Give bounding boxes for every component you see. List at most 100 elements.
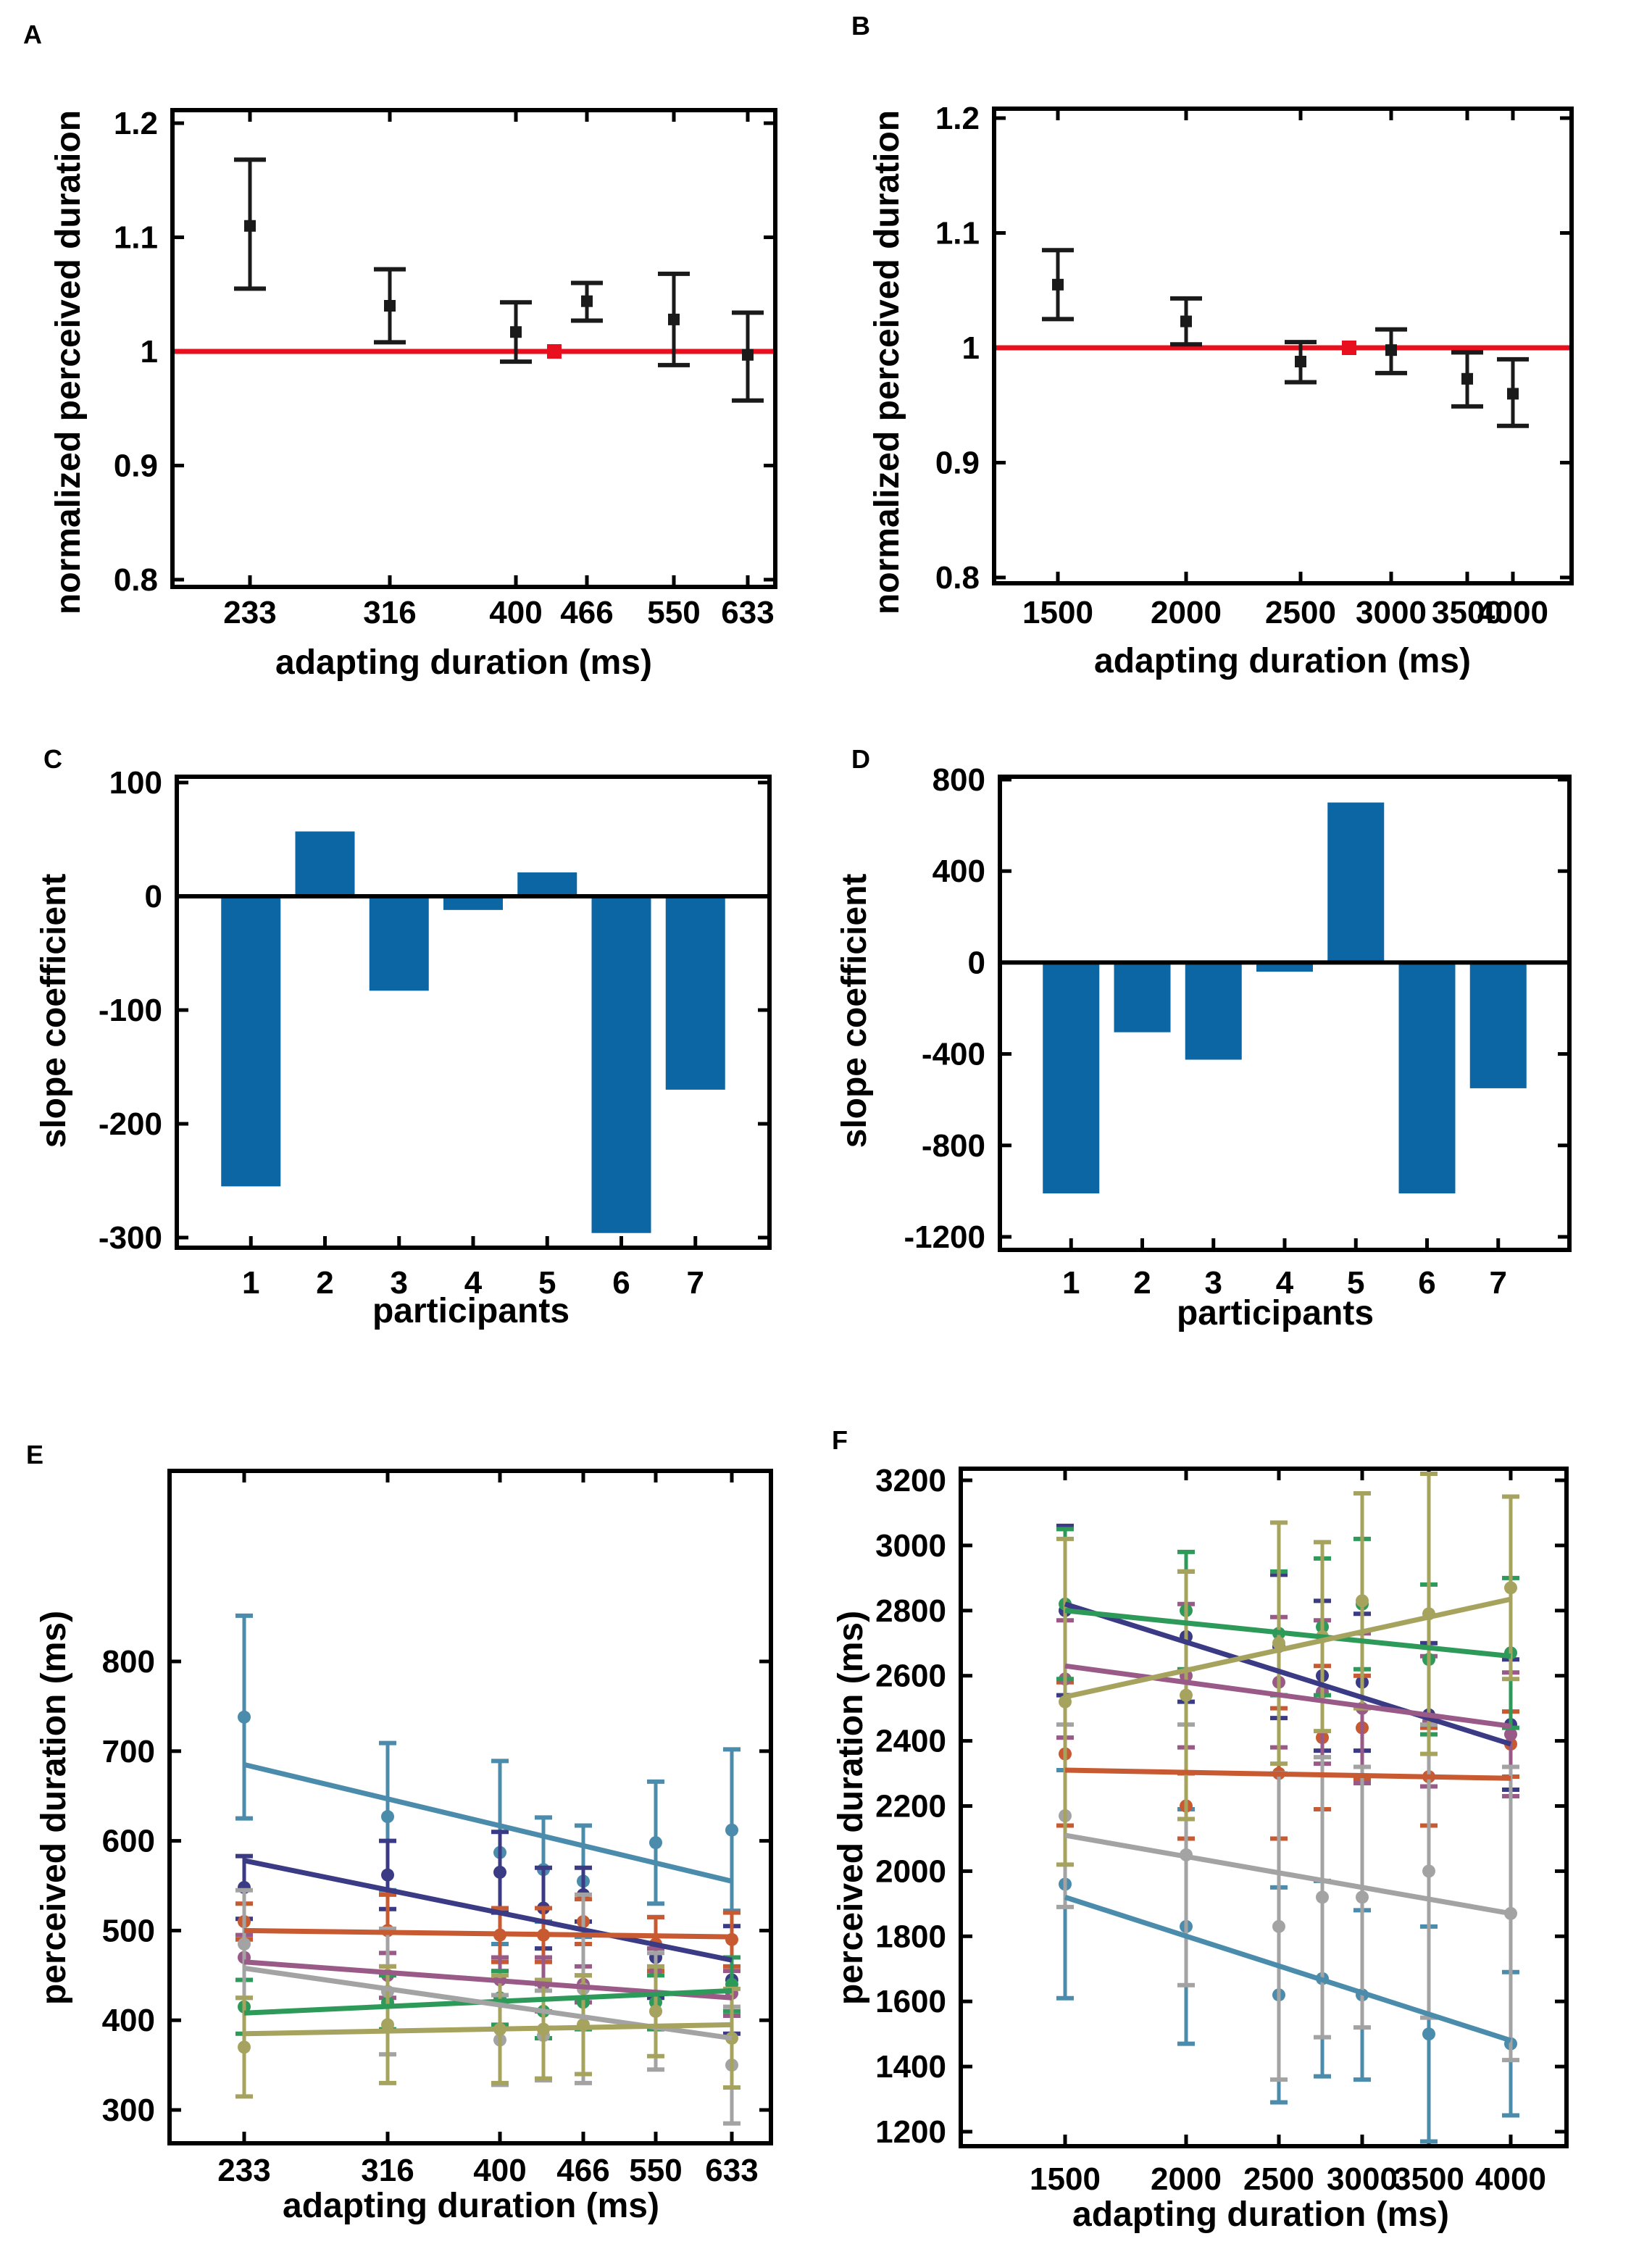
y-tick-label: 1 xyxy=(141,334,158,370)
x-tick-label: 3000 xyxy=(1327,2161,1398,2197)
x-tick-label: 7 xyxy=(687,1265,704,1301)
y-axis-label-d: slope coefficient xyxy=(835,874,874,1148)
bar xyxy=(221,896,281,1187)
x-tick-label: 633 xyxy=(721,595,774,630)
plot-frame-e xyxy=(167,1469,773,2145)
y-tick-label: 1.1 xyxy=(935,216,980,251)
y-tick-label: 1600 xyxy=(875,1984,946,2019)
x-tick-label: 3 xyxy=(1205,1265,1222,1301)
x-tick-label: 550 xyxy=(647,595,700,630)
x-tick-label: 1 xyxy=(1062,1265,1080,1301)
panel-label-e: E xyxy=(26,1440,43,1469)
y-tick-label: 700 xyxy=(102,1734,155,1769)
x-axis-label-c: participants xyxy=(372,1292,570,1330)
panel-a: A adapting duration (ms) normalized perc… xyxy=(23,20,777,682)
x-axis-label-e: adapting duration (ms) xyxy=(283,2187,659,2225)
y-tick-label: 1 xyxy=(962,330,980,366)
x-tick-label: 633 xyxy=(705,2153,758,2188)
fit-line-participant-1 xyxy=(1064,1895,1512,2043)
y-tick-label: 2800 xyxy=(875,1593,946,1629)
y-tick-label: -1200 xyxy=(904,1219,985,1255)
fit-line-participant-7 xyxy=(243,2022,733,2037)
y-tick-label: -200 xyxy=(99,1106,162,1142)
reference-point xyxy=(1342,341,1356,355)
x-tick-label: 233 xyxy=(217,2153,270,2188)
x-tick-label: 2 xyxy=(1133,1265,1151,1301)
y-tick-label: -300 xyxy=(99,1220,162,1256)
y-tick-label: 1200 xyxy=(875,2114,946,2150)
bar xyxy=(1398,962,1456,1194)
data-point xyxy=(238,2040,251,2054)
data-point xyxy=(1507,388,1519,400)
fit-line-participant-5 xyxy=(1064,1608,1511,1659)
y-tick-label: 1.1 xyxy=(114,220,158,256)
y-tick-label: 800 xyxy=(933,762,985,798)
data-point xyxy=(384,300,396,312)
bar xyxy=(517,872,577,896)
x-tick-label: 3 xyxy=(391,1265,408,1301)
data-point xyxy=(1356,1594,1369,1608)
y-tick-label: 400 xyxy=(933,854,985,889)
panel-label-b: B xyxy=(851,11,870,41)
y-tick-label: 0.9 xyxy=(935,446,980,481)
y-axis-label-f: perceived duration (ms) xyxy=(832,1611,870,2005)
x-tick-label: 2500 xyxy=(1243,2161,1314,2197)
fit-line-participant-4 xyxy=(243,1959,733,2001)
x-tick-label: 4000 xyxy=(1477,595,1548,630)
y-tick-label: 800 xyxy=(102,1644,155,1680)
bar xyxy=(1469,962,1527,1088)
data-point xyxy=(493,1865,506,1879)
plot-frame-a xyxy=(170,108,777,589)
bar xyxy=(591,896,651,1233)
x-axis-label-b: adapting duration (ms) xyxy=(1094,642,1471,680)
data-point xyxy=(1180,1688,1193,1702)
data-point xyxy=(381,2018,394,2032)
x-tick-label: 4 xyxy=(464,1265,483,1301)
x-tick-label: 2000 xyxy=(1151,2161,1222,2197)
panel-label-c: C xyxy=(43,744,62,774)
y-tick-label: 100 xyxy=(109,765,162,801)
y-tick-label: 0 xyxy=(145,879,162,914)
y-tick-label: 0 xyxy=(968,945,985,980)
data-point xyxy=(1272,1636,1285,1650)
x-tick-label: 3000 xyxy=(1356,595,1427,630)
fit-line-participant-2 xyxy=(1064,1601,1512,1747)
reference-point xyxy=(547,344,562,359)
fit-line-participant-3 xyxy=(1064,1767,1511,1781)
y-tick-label: 0.9 xyxy=(114,449,158,484)
panel-label-d: D xyxy=(851,744,870,774)
y-tick-label: 1400 xyxy=(875,2049,946,2085)
data-point xyxy=(510,326,522,338)
fit-line-participant-3 xyxy=(243,1927,733,1940)
y-tick-label: 2400 xyxy=(875,1724,946,1759)
data-point xyxy=(649,2004,662,2018)
fit-line-participant-2 xyxy=(243,1858,733,1963)
x-tick-label: 1500 xyxy=(1022,595,1093,630)
plot-frame-f xyxy=(959,1467,1569,2148)
y-tick-label: 2000 xyxy=(875,1853,946,1889)
y-tick-label: -400 xyxy=(922,1037,985,1072)
x-tick-label: 233 xyxy=(223,595,276,630)
y-axis-label-a: normalized perceived duration xyxy=(49,110,88,614)
x-tick-label: 3500 xyxy=(1432,595,1503,630)
data-point xyxy=(1316,1890,1329,1904)
data-point xyxy=(1385,344,1397,356)
x-axis-label-a: adapting duration (ms) xyxy=(275,643,652,682)
y-tick-label: 400 xyxy=(102,2003,155,2038)
x-tick-label: 466 xyxy=(556,2153,609,2188)
data-point xyxy=(238,1937,251,1951)
y-tick-label: 0.8 xyxy=(114,562,158,598)
x-tick-label: 466 xyxy=(560,595,613,630)
data-point xyxy=(1504,1727,1517,1741)
x-tick-label: 316 xyxy=(363,595,416,630)
x-tick-label: 400 xyxy=(489,595,542,630)
x-tick-label: 1500 xyxy=(1030,2161,1101,2197)
data-point xyxy=(742,349,754,361)
y-tick-label: 2200 xyxy=(875,1789,946,1824)
data-point xyxy=(238,1710,251,1724)
y-tick-label: 500 xyxy=(102,1913,155,1948)
x-tick-label: 3500 xyxy=(1393,2161,1464,2197)
bar xyxy=(1114,962,1171,1033)
y-tick-label: -800 xyxy=(922,1128,985,1164)
bar xyxy=(295,831,355,896)
